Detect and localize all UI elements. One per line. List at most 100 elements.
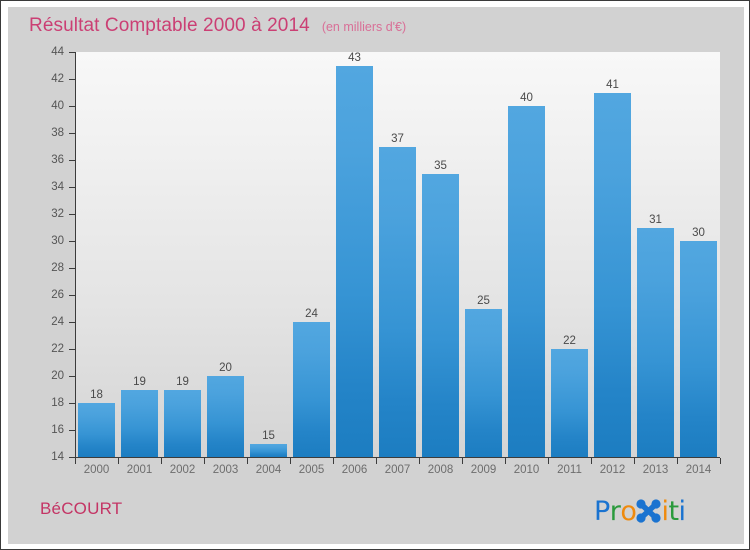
chart-title-row: Résultat Comptable 2000 à 2014 (en milli… bbox=[29, 15, 406, 37]
logo-letter-i-first: i bbox=[661, 495, 669, 527]
bar-value-label: 40 bbox=[520, 92, 533, 104]
x-tick bbox=[290, 458, 291, 464]
y-tick bbox=[69, 457, 75, 458]
x-tick bbox=[548, 458, 549, 464]
y-tick bbox=[69, 79, 75, 80]
y-axis-tick-label: 20 bbox=[51, 370, 64, 382]
logo-letter-x bbox=[636, 499, 662, 523]
bar: 15 bbox=[250, 430, 287, 457]
x-tick bbox=[419, 458, 420, 464]
bar: 24 bbox=[293, 308, 330, 457]
bar: 43 bbox=[336, 52, 373, 457]
x-tick bbox=[505, 458, 506, 464]
bar: 40 bbox=[508, 92, 545, 457]
y-axis-tick-label: 22 bbox=[51, 343, 64, 355]
logo-letter-p: P bbox=[594, 495, 610, 527]
x-axis-tick-label: 2002 bbox=[169, 464, 196, 476]
x-axis-tick-label: 2013 bbox=[642, 464, 669, 476]
bar: 30 bbox=[680, 227, 717, 457]
x-axis-tick-label: 2008 bbox=[427, 464, 454, 476]
x-tick bbox=[247, 458, 248, 464]
y-tick bbox=[69, 322, 75, 323]
logo-letter-o: o bbox=[620, 495, 637, 527]
x-tick bbox=[376, 458, 377, 464]
bar: 35 bbox=[422, 160, 459, 457]
bar-value-label: 37 bbox=[391, 132, 404, 145]
bar: 18 bbox=[78, 389, 115, 457]
bar-value-label: 19 bbox=[133, 375, 146, 388]
bar-value-label: 19 bbox=[176, 375, 189, 388]
x-tick bbox=[75, 458, 76, 464]
y-tick bbox=[69, 106, 75, 107]
y-axis-tick-label: 42 bbox=[51, 73, 64, 85]
bar: 25 bbox=[465, 295, 502, 457]
bar-value-label: 31 bbox=[649, 213, 662, 226]
x-axis-tick-label: 2012 bbox=[599, 464, 626, 476]
y-axis-tick-label: 28 bbox=[51, 262, 64, 274]
bar: 31 bbox=[637, 214, 674, 457]
y-axis-tick-label: 14 bbox=[51, 451, 64, 463]
logo-letter-r: r bbox=[609, 495, 621, 527]
entity-name: BéCOURT bbox=[40, 499, 123, 518]
page-title: Résultat Comptable 2000 à 2014 bbox=[29, 15, 310, 36]
bar-value-label: 24 bbox=[305, 308, 318, 320]
x-tick bbox=[161, 458, 162, 464]
logo-letter-i-second: i bbox=[678, 495, 687, 527]
y-tick bbox=[69, 52, 75, 53]
y-tick bbox=[69, 376, 75, 377]
bar-value-label: 41 bbox=[606, 78, 619, 91]
bar-value-label: 20 bbox=[219, 362, 232, 374]
y-tick bbox=[69, 187, 75, 188]
y-tick bbox=[69, 133, 75, 134]
y-axis-tick-label: 36 bbox=[51, 154, 64, 166]
bar-value-label: 25 bbox=[477, 294, 490, 307]
x-axis-tick-label: 2010 bbox=[513, 464, 540, 476]
y-axis-line bbox=[75, 52, 76, 458]
bar-value-label: 35 bbox=[434, 159, 447, 172]
y-axis-tick-label: 24 bbox=[51, 316, 64, 328]
logo-letter-t: t bbox=[668, 495, 679, 527]
y-tick bbox=[69, 403, 75, 404]
x-tick bbox=[204, 458, 205, 464]
x-axis-tick-label: 2006 bbox=[341, 464, 368, 476]
x-axis-tick-label: 2001 bbox=[126, 464, 153, 476]
bar: 19 bbox=[164, 376, 201, 457]
y-tick bbox=[69, 241, 75, 242]
x-axis-line bbox=[75, 457, 720, 458]
bar: 37 bbox=[379, 133, 416, 457]
x-tick bbox=[677, 458, 678, 464]
bar-value-label: 22 bbox=[563, 335, 576, 347]
x-tick bbox=[462, 458, 463, 464]
y-tick bbox=[69, 349, 75, 350]
y-tick bbox=[69, 214, 75, 215]
y-axis-tick-label: 16 bbox=[51, 424, 64, 436]
y-axis-tick-label: 26 bbox=[51, 289, 64, 301]
chart-panel: Résultat Comptable 2000 à 2014 (en milli… bbox=[8, 7, 744, 544]
proxiti-logo[interactable]: P r o i t i bbox=[594, 494, 686, 528]
bar: 22 bbox=[551, 335, 588, 457]
x-axis-tick-label: 2009 bbox=[470, 464, 497, 476]
x-axis-tick-label: 2014 bbox=[685, 464, 712, 476]
x-tick bbox=[720, 458, 721, 464]
y-axis-tick-label: 32 bbox=[51, 208, 64, 220]
x-axis-tick-label: 2000 bbox=[83, 464, 110, 476]
bar: 20 bbox=[207, 362, 244, 457]
y-axis-tick-label: 40 bbox=[51, 100, 64, 112]
bar-value-label: 18 bbox=[90, 389, 103, 401]
bar-value-label: 15 bbox=[262, 429, 275, 442]
x-tick bbox=[333, 458, 334, 464]
y-axis-tick-label: 44 bbox=[51, 46, 64, 58]
y-tick bbox=[69, 268, 75, 269]
plot-area: 14 16 18 20 22 24 26 28 30 32 34 36 38 40 42 44 18 19 19 2… bbox=[51, 46, 721, 476]
y-axis-tick-label: 34 bbox=[51, 181, 64, 193]
y-tick bbox=[69, 295, 75, 296]
bar: 19 bbox=[121, 376, 158, 457]
x-axis-tick-label: 2005 bbox=[298, 464, 325, 476]
y-tick bbox=[69, 160, 75, 161]
y-axis-tick-label: 38 bbox=[51, 127, 64, 139]
x-axis-tick-label: 2011 bbox=[557, 464, 582, 476]
x-axis-tick-label: 2004 bbox=[255, 464, 282, 476]
x-axis-tick-label: 2007 bbox=[384, 464, 411, 476]
x-axis-tick-label: 2003 bbox=[212, 464, 239, 476]
